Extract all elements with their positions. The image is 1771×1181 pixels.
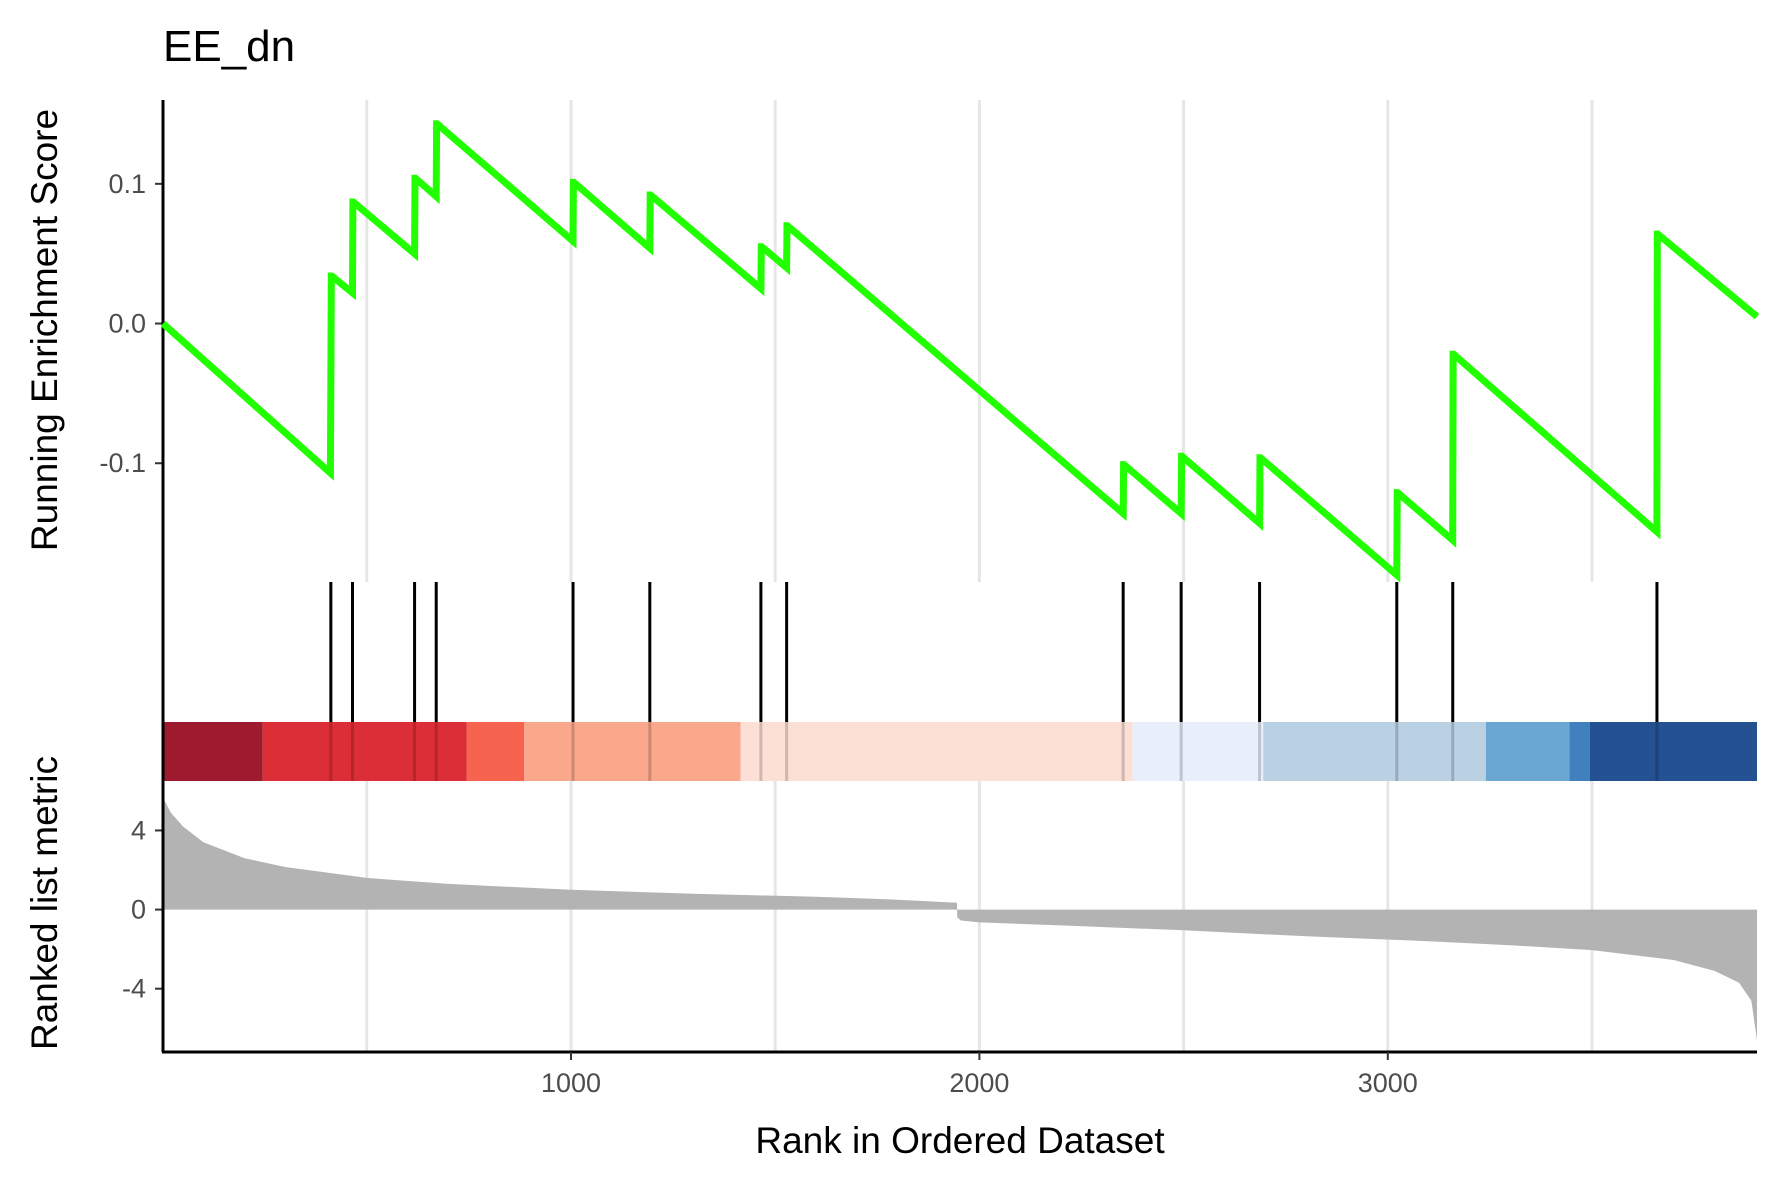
color-bar-segment [466, 722, 525, 781]
es-y-tick-label: -0.1 [99, 448, 146, 478]
rank-y-tick-label: 4 [131, 815, 146, 845]
x-axis-ticks: 1000 2000 3000 [541, 1052, 1418, 1098]
rank-y-axis-ticks: 4 0 -4 [122, 815, 163, 1004]
color-bar-segment [163, 722, 263, 781]
enrichment-score-panel: 0.1 0.0 -0.1 Running Enrichment Score [24, 100, 1760, 583]
ranked-metric-area [163, 786, 1757, 1041]
rank-color-bar [163, 722, 1757, 781]
es-y-axis-title: Running Enrichment Score [24, 109, 65, 551]
es-y-tick-label: 0.0 [108, 309, 146, 339]
color-bar-segment [262, 722, 467, 781]
es-y-tick-label: 0.1 [108, 169, 146, 199]
color-bar-segment [1569, 722, 1590, 781]
color-bar-segment [1485, 722, 1570, 781]
x-tick-label: 1000 [541, 1068, 601, 1098]
rank-y-tick-label: -4 [122, 974, 146, 1004]
ranked-list-metric-panel: 4 0 -4 1000 2000 3000 Ranked list metric Ran… [24, 582, 1757, 1161]
color-bar-segment [1589, 722, 1757, 781]
es-gridlines [365, 100, 1594, 582]
chart-title: EE_dn [163, 22, 295, 71]
running-enrichment-score-line [160, 120, 1760, 583]
rank-y-axis-title: Ranked list metric [24, 756, 65, 1050]
color-bar-segment [1132, 722, 1264, 781]
x-axis-title: Rank in Ordered Dataset [755, 1120, 1165, 1161]
color-bar-segment [524, 722, 741, 781]
x-tick-label: 2000 [949, 1068, 1009, 1098]
gene-hit-ticks [329, 582, 1659, 722]
x-tick-label: 3000 [1358, 1068, 1418, 1098]
rank-y-tick-label: 0 [131, 895, 146, 925]
color-bar-segment [1263, 722, 1486, 781]
color-bar-segment [740, 722, 1133, 781]
es-y-axis-ticks: 0.1 0.0 -0.1 [99, 169, 163, 478]
